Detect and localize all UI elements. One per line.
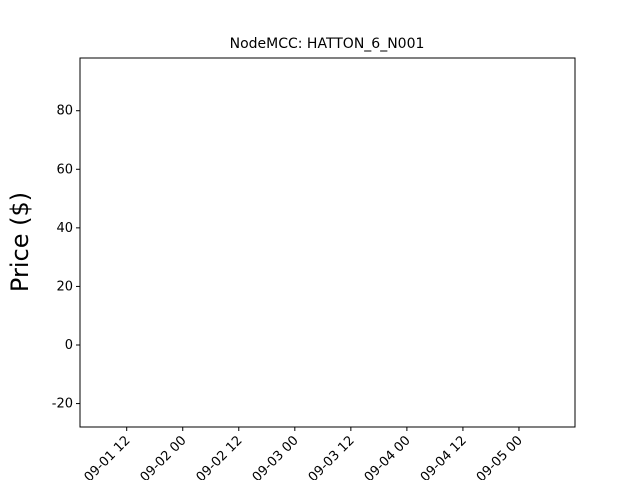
x-tick-label: 09-03 12: [306, 433, 358, 480]
plot-frame: [79, 57, 576, 428]
y-axis-label: Price ($): [6, 192, 34, 292]
y-tick-label: 60: [56, 162, 73, 177]
x-tick-label: 09-03 00: [250, 433, 302, 480]
y-tick-label: 0: [65, 338, 73, 353]
y-tick-label: 40: [56, 221, 73, 236]
x-tick-label: 09-01 12: [82, 433, 134, 480]
x-tick-label: 09-02 00: [138, 433, 190, 480]
x-tick-label: 09-04 12: [418, 433, 470, 480]
x-tick-label: 09-02 12: [194, 433, 246, 480]
x-tick-label: 09-04 00: [362, 433, 414, 480]
y-tick-label: 80: [56, 104, 73, 119]
chart-title: NodeMCC: HATTON_6_N001: [230, 36, 425, 52]
x-tick-label: 09-05 00: [474, 433, 526, 480]
y-tick-label: -20: [52, 397, 73, 412]
y-tick-label: 20: [56, 279, 73, 294]
